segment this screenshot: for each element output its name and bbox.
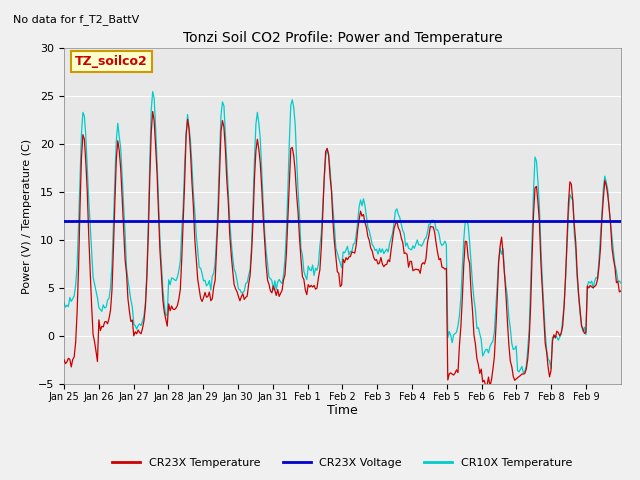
Y-axis label: Power (V) / Temperature (C): Power (V) / Temperature (C): [22, 138, 33, 294]
Title: Tonzi Soil CO2 Profile: Power and Temperature: Tonzi Soil CO2 Profile: Power and Temper…: [182, 32, 502, 46]
Text: TZ_soilco2: TZ_soilco2: [75, 55, 148, 68]
Text: No data for f_T2_BattV: No data for f_T2_BattV: [13, 14, 139, 25]
X-axis label: Time: Time: [327, 405, 358, 418]
Legend: CR23X Temperature, CR23X Voltage, CR10X Temperature: CR23X Temperature, CR23X Voltage, CR10X …: [108, 454, 577, 472]
